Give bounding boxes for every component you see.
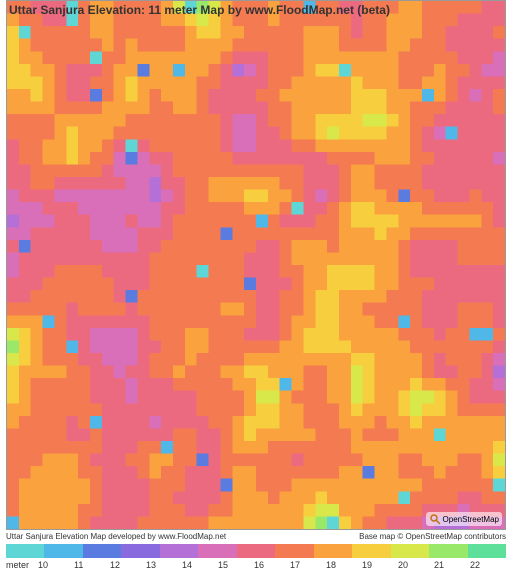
legend-value: 19	[362, 560, 398, 570]
legend-value: 18	[326, 560, 362, 570]
credit-right: Base map © OpenStreetMap contributors	[359, 532, 506, 541]
legend-swatch	[352, 544, 390, 558]
legend-labels: meter 10111213141516171819202122	[6, 560, 506, 570]
legend-value: 22	[470, 560, 506, 570]
legend-value: 14	[182, 560, 218, 570]
legend-swatch	[468, 544, 506, 558]
legend-swatch	[6, 544, 44, 558]
legend-swatch	[314, 544, 352, 558]
legend-swatch	[83, 544, 121, 558]
legend-value: 21	[434, 560, 470, 570]
legend-bar	[6, 544, 506, 558]
legend: meter 10111213141516171819202122	[6, 544, 506, 570]
credits-row: Uttar Sanjura Elevation Map developed by…	[6, 532, 506, 541]
legend-swatch	[391, 544, 429, 558]
osm-label: OpenStreetMap	[443, 515, 499, 524]
legend-value: 11	[74, 560, 110, 570]
elevation-map: Uttar Sanjura Elevation: 11 meter Map by…	[6, 0, 506, 530]
heatmap-canvas	[7, 1, 505, 529]
osm-attribution: OpenStreetMap	[426, 512, 502, 526]
legend-value: 13	[146, 560, 182, 570]
map-title: Uttar Sanjura Elevation: 11 meter Map by…	[9, 3, 390, 17]
legend-swatch	[275, 544, 313, 558]
legend-swatch	[160, 544, 198, 558]
legend-swatch	[429, 544, 467, 558]
legend-value: 16	[254, 560, 290, 570]
legend-value: 15	[218, 560, 254, 570]
legend-swatch	[121, 544, 159, 558]
legend-value: 20	[398, 560, 434, 570]
legend-unit: meter	[6, 560, 38, 570]
legend-value: 10	[38, 560, 74, 570]
legend-swatch	[198, 544, 236, 558]
legend-swatch	[237, 544, 275, 558]
credit-left: Uttar Sanjura Elevation Map developed by…	[6, 532, 226, 541]
legend-swatch	[44, 544, 82, 558]
legend-value: 17	[290, 560, 326, 570]
legend-value: 12	[110, 560, 146, 570]
magnifier-icon	[429, 513, 441, 525]
